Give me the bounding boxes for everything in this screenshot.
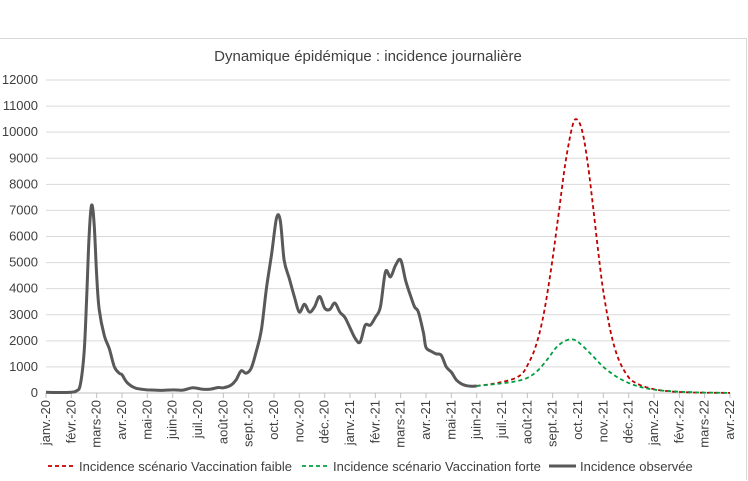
y-axis: 0 1000 2000 3000 4000 5000 6000 7000 8000 9000 100… — [2, 72, 38, 400]
y-tick-label: 0 — [31, 385, 38, 400]
series-line-1 — [476, 118, 731, 394]
x-tick-label: déc.-21 — [621, 400, 636, 443]
gridlines — [46, 79, 730, 368]
x-tick-label: août-20 — [215, 400, 230, 444]
x-tick-label: mai-20 — [139, 400, 154, 440]
y-tick-label: 6000 — [9, 229, 38, 244]
y-tick-label: 9000 — [9, 150, 38, 165]
y-tick-label: 2000 — [9, 333, 38, 348]
legend-label: Incidence scénario Vaccination faible — [79, 459, 292, 474]
x-tick-label: juil.-20 — [190, 400, 205, 439]
x-tick-label: mars-22 — [697, 400, 712, 448]
x-tick-label: janv.-20 — [38, 400, 53, 446]
x-tick-label: mars-21 — [393, 400, 408, 448]
x-tick-label: avr.-20 — [114, 400, 129, 440]
x-tick-label: nov.-20 — [291, 400, 306, 442]
y-tick-label: 4000 — [9, 281, 38, 296]
y-tick-label: 8000 — [9, 176, 38, 191]
y-tick-label: 5000 — [9, 255, 38, 270]
x-tick-label: janv.-22 — [646, 400, 661, 446]
x-tick-label: févr.-21 — [367, 400, 382, 443]
x-tick-label: oct.-20 — [266, 400, 281, 440]
legend-label: Incidence observée — [580, 459, 693, 474]
x-tick-label: févr.-20 — [63, 400, 78, 443]
y-tick-label: 1000 — [9, 359, 38, 374]
y-tick-label: 3000 — [9, 307, 38, 322]
x-tick-label: juil.-21 — [494, 400, 509, 439]
chart-title: Dynamique épidémique : incidence journal… — [214, 48, 522, 65]
x-tick-label: nov.-21 — [595, 400, 610, 442]
x-tick-label: août-21 — [519, 400, 534, 444]
x-tick-label: janv.-21 — [342, 400, 357, 446]
x-tick-label: sept.-21 — [545, 400, 560, 447]
x-tick-label: avr.-22 — [722, 400, 737, 440]
x-tick-label: sept.-20 — [241, 400, 256, 447]
x-tick-label: févr.-22 — [671, 400, 686, 443]
series-line-3 — [45, 203, 477, 394]
x-tick-label: déc.-20 — [317, 400, 332, 443]
legend-label: Incidence scénario Vaccination forte — [333, 459, 541, 474]
x-tick-label: avr.-21 — [418, 400, 433, 440]
x-tick-label: oct.-21 — [570, 400, 585, 440]
chart-frame — [0, 38, 747, 480]
y-tick-label: 12000 — [2, 72, 38, 87]
x-tick-label: juin-20 — [165, 400, 180, 440]
y-tick-label: 10000 — [2, 124, 38, 139]
series-lines — [45, 118, 731, 394]
y-tick-label: 7000 — [9, 202, 38, 217]
x-tick-label: juin-21 — [469, 400, 484, 440]
legend: Incidence scénario Vaccination faible Inc… — [48, 459, 693, 474]
x-axis: janv.-20 févr.-20 mars-20 avr.-20 mai-20 juin… — [38, 392, 737, 448]
y-tick-label: 11000 — [3, 98, 38, 113]
x-tick-label: mars-20 — [89, 400, 104, 448]
series-line-2 — [476, 338, 731, 394]
x-tick-label: mai-21 — [443, 400, 458, 440]
